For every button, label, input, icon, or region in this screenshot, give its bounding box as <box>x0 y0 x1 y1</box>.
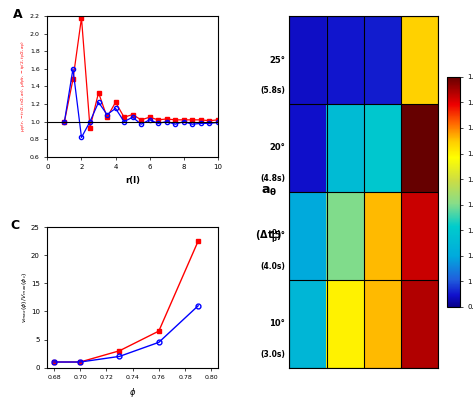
Text: A: A <box>13 8 23 21</box>
Text: 15°: 15° <box>269 231 285 240</box>
Text: $\mathbf{a_\theta}$: $\mathbf{a_\theta}$ <box>261 185 277 198</box>
Text: 20°: 20° <box>269 143 285 152</box>
X-axis label: $\phi$: $\phi$ <box>129 386 136 399</box>
Text: $\mathbf{(\Delta t_p^0)}$: $\mathbf{(\Delta t_p^0)}$ <box>255 227 283 244</box>
Text: (4.8s): (4.8s) <box>260 174 285 183</box>
Y-axis label: $v_{max}(\phi)/V_{max}(\phi_c)$: $v_{max}(\phi)/V_{max}(\phi_c)$ <box>20 271 29 323</box>
Text: 10°: 10° <box>269 319 285 328</box>
Text: 25°: 25° <box>269 56 285 65</box>
Text: (3.0s): (3.0s) <box>260 350 285 359</box>
Text: (5.8s): (5.8s) <box>260 86 285 95</box>
Y-axis label: $\mu_{pp}(r,-t_r/2,t_r/2,a_r)$, $\mu_{\theta p}(r,-t_p/2,t_p/2,a_p)$: $\mu_{pp}(r,-t_r/2,t_r/2,a_r)$, $\mu_{\t… <box>19 41 28 132</box>
Text: (4.0s): (4.0s) <box>260 262 285 271</box>
X-axis label: r(l): r(l) <box>125 176 140 185</box>
Text: C: C <box>10 219 19 231</box>
